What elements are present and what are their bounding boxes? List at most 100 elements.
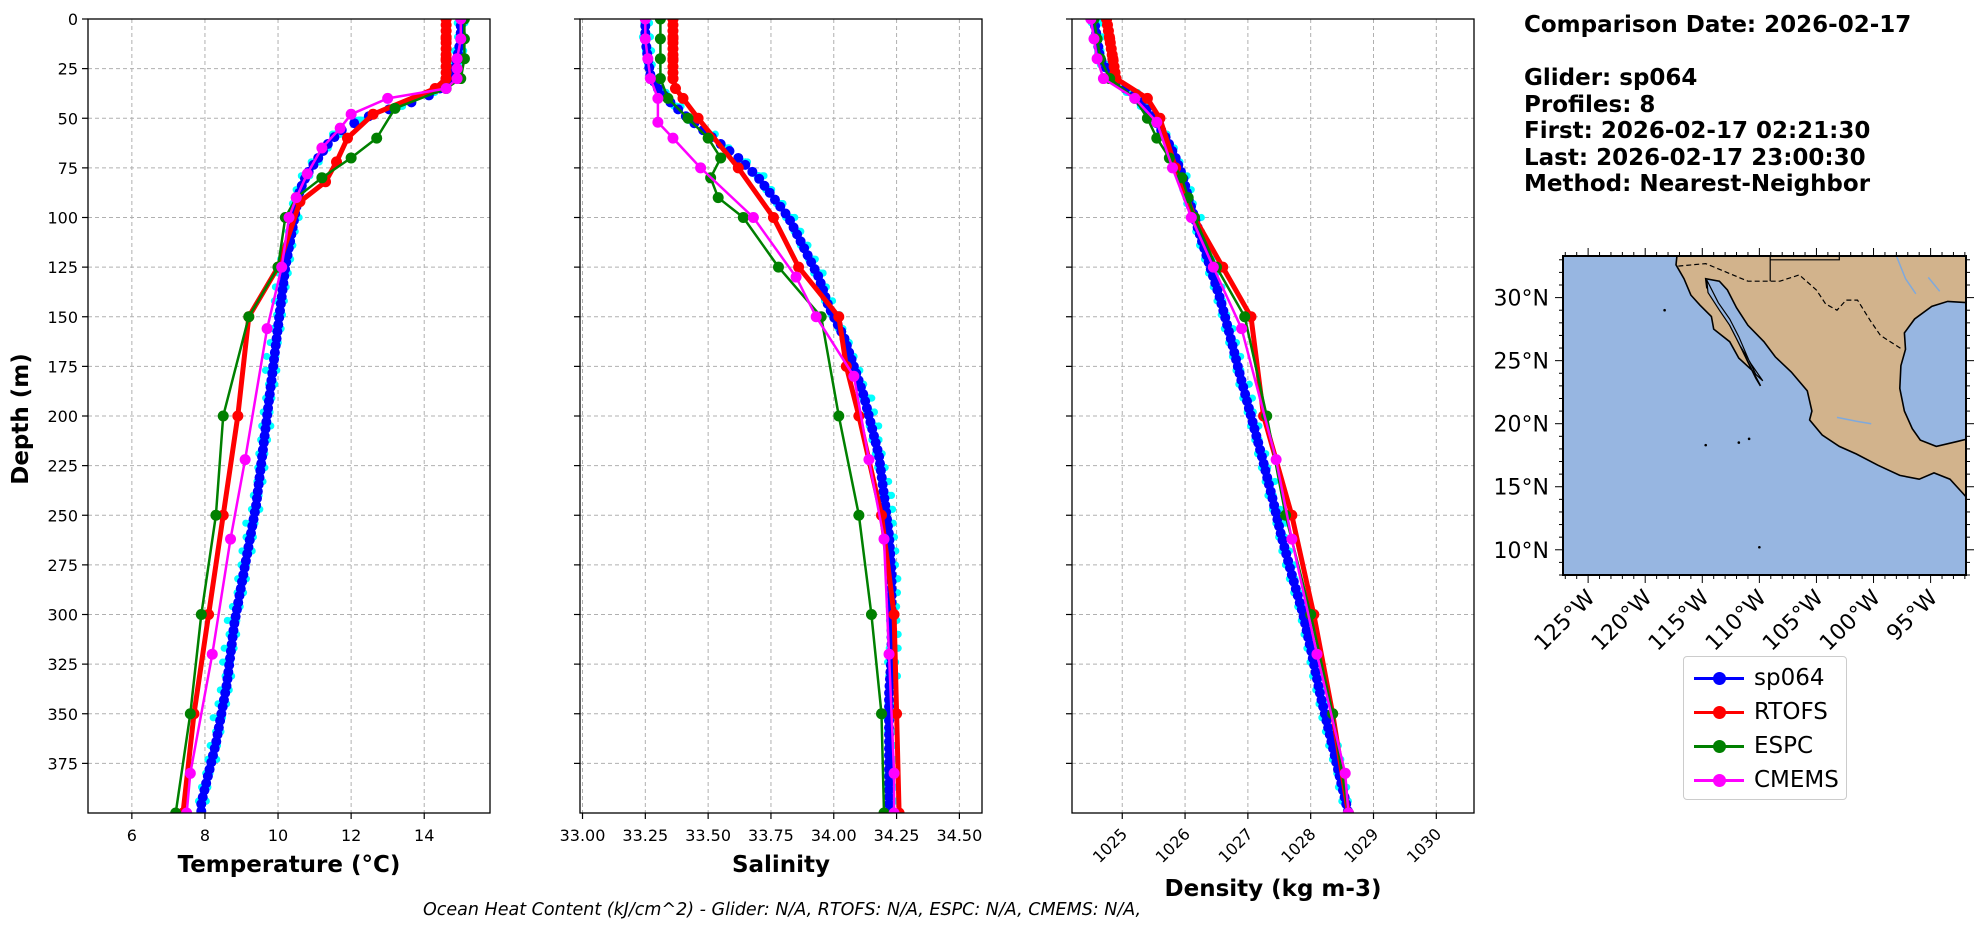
cmems-point bbox=[334, 122, 346, 134]
x-tick-label: 8 bbox=[200, 826, 210, 845]
lon-label: 115°W bbox=[1644, 585, 1715, 656]
lat-label: 10°N bbox=[1494, 539, 1549, 564]
espc-point bbox=[833, 410, 845, 422]
cmems-point bbox=[639, 19, 651, 25]
espc-point bbox=[772, 261, 784, 273]
lat-label: 15°N bbox=[1494, 476, 1549, 501]
x-tick-label: 12 bbox=[341, 826, 361, 845]
cmems-point bbox=[695, 162, 707, 174]
plot-area bbox=[170, 19, 470, 813]
rtofs-point bbox=[1107, 53, 1119, 65]
cmems-point bbox=[1167, 162, 1178, 174]
espc-point bbox=[184, 708, 196, 720]
legend-label: ESPC bbox=[1754, 733, 1814, 759]
sp064-point bbox=[754, 173, 765, 184]
rtofs-point bbox=[440, 19, 452, 25]
lon-label: 95°W bbox=[1882, 585, 1943, 646]
lon-label: 120°W bbox=[1587, 585, 1658, 656]
cmems-point bbox=[642, 53, 654, 65]
sp064-point bbox=[759, 180, 770, 191]
rtofs-point bbox=[667, 33, 679, 45]
comparison-date: Comparison Date: 2026-02-17 bbox=[1524, 12, 1912, 38]
country-border bbox=[1678, 262, 1903, 350]
sp064-point bbox=[196, 799, 207, 810]
rtofs-point bbox=[440, 33, 452, 45]
sp064-point bbox=[884, 785, 895, 796]
cmems-point bbox=[639, 33, 651, 45]
rtofs-point bbox=[833, 311, 845, 323]
cmems-point bbox=[345, 108, 357, 120]
cmems-point bbox=[652, 116, 664, 128]
rtofs-point bbox=[692, 112, 704, 124]
gulf-of-california bbox=[1706, 279, 1764, 382]
info-panel: Comparison Date: 2026-02-17 Glider: sp06… bbox=[1524, 12, 1911, 198]
cmems-point bbox=[652, 92, 664, 104]
cmems-point bbox=[455, 33, 467, 45]
location-map: 30°N 25°N 20°N 15°N 10°N 125°W120°W115°W110°W… bbox=[1494, 248, 1974, 656]
legend-label: CMEMS bbox=[1754, 767, 1839, 793]
cmems-point bbox=[184, 767, 196, 779]
cmems-point bbox=[1207, 261, 1219, 273]
espc-point bbox=[1176, 172, 1188, 184]
legend-item-cmems: CMEMS bbox=[1684, 765, 1844, 795]
lon-label: 110°W bbox=[1701, 585, 1772, 656]
espc-point bbox=[654, 73, 666, 85]
rtofs-point bbox=[341, 132, 353, 144]
espc-point bbox=[654, 19, 666, 25]
espc-point bbox=[662, 92, 674, 104]
legend-marker bbox=[1713, 706, 1726, 719]
legend-marker bbox=[1713, 740, 1726, 753]
espc-point bbox=[1239, 311, 1251, 323]
sp064-point bbox=[196, 806, 207, 813]
cmems-point bbox=[382, 92, 394, 104]
sp064-point bbox=[884, 792, 895, 803]
sp064-point bbox=[349, 118, 360, 129]
sp064-point bbox=[884, 750, 895, 761]
axes-frame bbox=[1071, 18, 1475, 814]
cmems-point bbox=[848, 370, 860, 382]
cmems-point bbox=[1129, 92, 1141, 104]
rtofs-point bbox=[232, 410, 244, 422]
cmems-point bbox=[451, 63, 463, 75]
rtofs-point bbox=[891, 708, 903, 720]
rtofs-point bbox=[667, 73, 679, 85]
y-tick-label: 275 bbox=[47, 556, 78, 575]
depth-axis-label: Depth (m) bbox=[8, 353, 34, 485]
sp064-point bbox=[769, 194, 780, 205]
y-tick-label: 300 bbox=[47, 606, 78, 625]
x-tick-label: 1025 bbox=[1089, 824, 1131, 866]
island bbox=[1747, 437, 1751, 441]
cmems-point bbox=[455, 19, 467, 25]
map-frame bbox=[1562, 255, 1967, 576]
x-axis-label: Temperature (°C) bbox=[178, 852, 401, 878]
plot-area bbox=[638, 19, 905, 813]
espc-point bbox=[1151, 132, 1163, 144]
y-tick-label: 200 bbox=[47, 407, 78, 426]
cmems-point bbox=[1311, 648, 1323, 660]
sp064-point bbox=[884, 757, 895, 768]
x-tick-label: 33.75 bbox=[748, 826, 794, 845]
y-tick-label: 350 bbox=[47, 705, 78, 724]
legend-label: RTOFS bbox=[1754, 699, 1828, 725]
rtofs-point bbox=[732, 162, 744, 174]
first-time: First: 2026-02-17 02:21:30 bbox=[1524, 118, 1871, 144]
profile-panel: 1025 1026 1027 1028 1029 1030 Density (kg m-3) bbox=[1066, 18, 1475, 902]
y-tick-label: 375 bbox=[47, 754, 78, 773]
axes-frame bbox=[87, 18, 491, 814]
sp064-point bbox=[733, 152, 744, 163]
island bbox=[1704, 443, 1708, 447]
y-tick-label: 125 bbox=[47, 258, 78, 277]
rtofs-point bbox=[677, 92, 689, 104]
cmems-point bbox=[1286, 533, 1298, 545]
y-tick-label: 100 bbox=[47, 209, 78, 228]
legend: sp064 RTOFS ESPC CMEMS bbox=[1683, 656, 1847, 800]
cmems-point bbox=[261, 323, 273, 335]
rtofs-point bbox=[440, 53, 452, 65]
espc-point bbox=[865, 609, 877, 620]
axes-frame bbox=[579, 18, 983, 814]
espc-point bbox=[170, 807, 182, 813]
sp064-point bbox=[884, 799, 895, 810]
cmems-point bbox=[863, 454, 875, 466]
cmems-point bbox=[283, 212, 295, 223]
